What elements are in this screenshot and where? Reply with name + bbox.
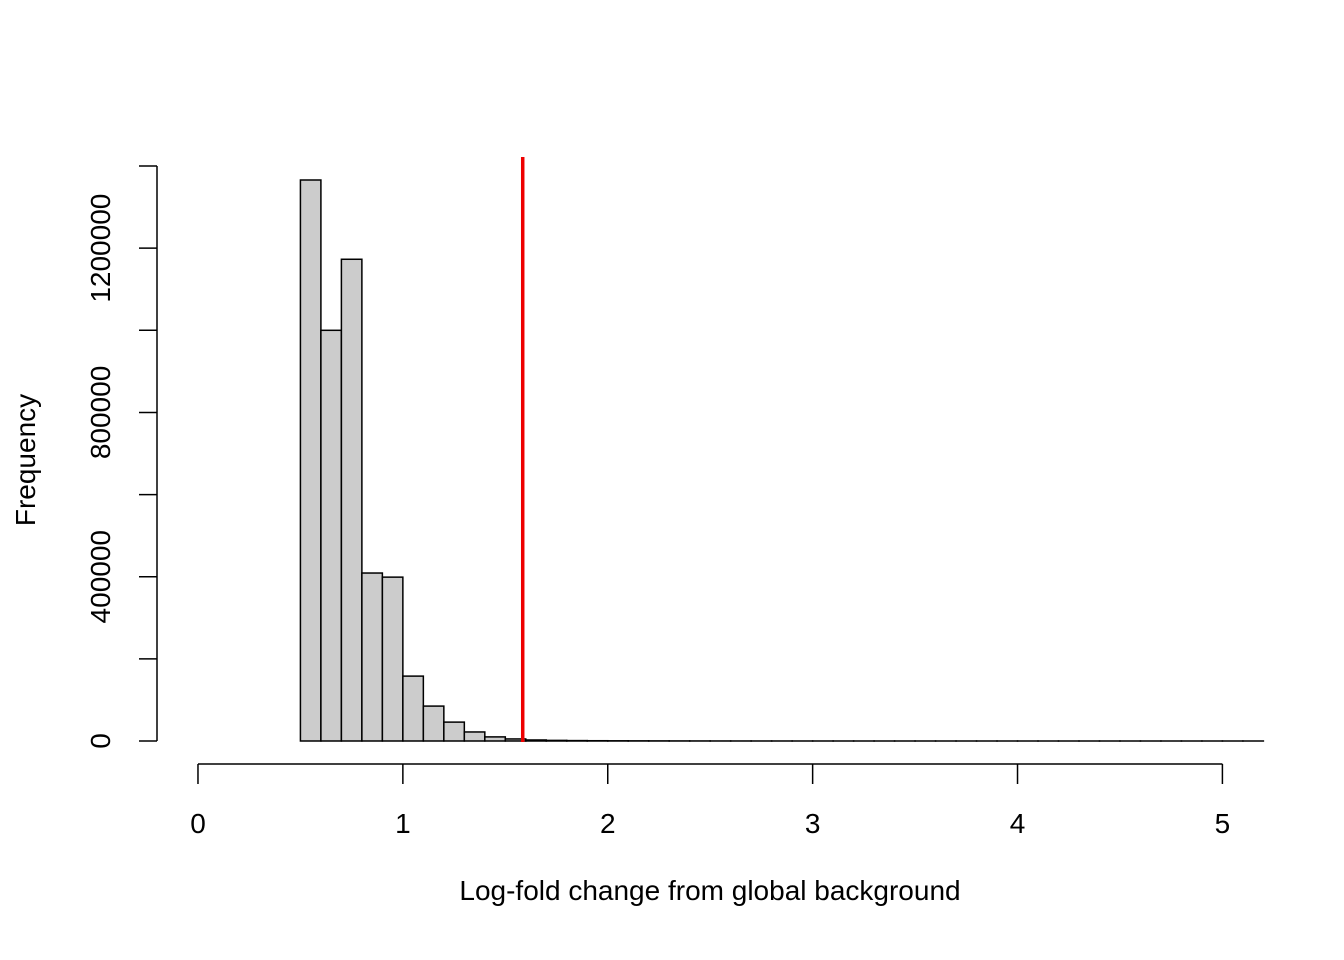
- bar: [525, 739, 548, 742]
- bar: [299, 179, 322, 742]
- bar: [361, 572, 384, 742]
- x-tick-label: 5: [1215, 808, 1231, 839]
- x-axis-label: Log-fold change from global background: [459, 875, 960, 906]
- bar: [545, 739, 568, 742]
- x-tick-label: 1: [395, 808, 411, 839]
- bar: [320, 329, 343, 742]
- y-tick-label: 400000: [85, 530, 116, 623]
- bar: [443, 721, 466, 742]
- x-tick-label: 0: [190, 808, 206, 839]
- y-axis-label: Frequency: [10, 394, 41, 526]
- x-tick-label: 2: [600, 808, 616, 839]
- bar: [422, 705, 445, 742]
- bar: [381, 576, 404, 742]
- y-tick-label: 0: [85, 733, 116, 749]
- bar: [484, 736, 507, 742]
- y-tick-label: 1200000: [85, 194, 116, 303]
- bar: [463, 731, 486, 742]
- bar: [402, 675, 425, 742]
- x-tick-label: 4: [1010, 808, 1026, 839]
- x-tick-label: 3: [805, 808, 821, 839]
- y-tick-label: 800000: [85, 366, 116, 459]
- bar: [340, 258, 363, 742]
